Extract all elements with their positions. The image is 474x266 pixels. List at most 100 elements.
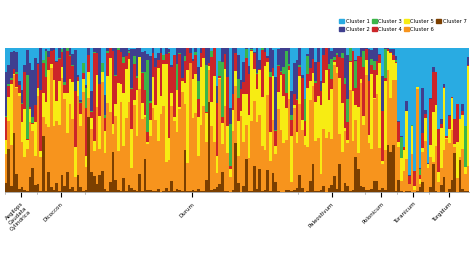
- Bar: [229, 169, 232, 177]
- Bar: [160, 48, 162, 53]
- Bar: [229, 48, 232, 108]
- Bar: [357, 107, 360, 153]
- Bar: [464, 48, 466, 126]
- Bar: [269, 48, 272, 72]
- Bar: [328, 100, 330, 131]
- Bar: [333, 48, 336, 57]
- Bar: [122, 57, 125, 63]
- Bar: [226, 126, 229, 153]
- Bar: [26, 75, 29, 139]
- Bar: [293, 105, 296, 107]
- Bar: [296, 99, 299, 100]
- Bar: [191, 48, 194, 59]
- Bar: [175, 48, 178, 64]
- Bar: [16, 48, 18, 52]
- Bar: [133, 48, 136, 49]
- Bar: [443, 88, 445, 150]
- Bar: [109, 58, 111, 112]
- Bar: [264, 66, 266, 150]
- Bar: [122, 48, 125, 57]
- Bar: [466, 166, 469, 191]
- Bar: [170, 93, 173, 106]
- Bar: [443, 150, 445, 177]
- Bar: [5, 72, 8, 117]
- Bar: [125, 48, 128, 56]
- Bar: [466, 66, 469, 166]
- Bar: [451, 48, 453, 97]
- Bar: [312, 59, 314, 73]
- Bar: [45, 48, 47, 49]
- Bar: [18, 48, 21, 81]
- Bar: [440, 124, 443, 128]
- Bar: [29, 63, 31, 107]
- Bar: [299, 48, 301, 65]
- Bar: [93, 52, 95, 53]
- Bar: [355, 48, 357, 60]
- Legend: Cluster 1, Cluster 2, Cluster 3, Cluster 4, Cluster 5, Cluster 6, Cluster 7: Cluster 1, Cluster 2, Cluster 3, Cluster…: [339, 19, 466, 32]
- Bar: [381, 188, 384, 192]
- Bar: [61, 52, 64, 67]
- Bar: [338, 57, 341, 78]
- Bar: [85, 48, 88, 85]
- Bar: [21, 142, 23, 187]
- Bar: [221, 144, 224, 172]
- Bar: [456, 48, 458, 104]
- Bar: [98, 84, 101, 116]
- Bar: [39, 191, 42, 192]
- Bar: [66, 51, 69, 93]
- Bar: [456, 104, 458, 142]
- Bar: [261, 97, 264, 146]
- Bar: [234, 53, 237, 70]
- Bar: [226, 77, 229, 126]
- Bar: [136, 90, 138, 136]
- Bar: [16, 52, 18, 72]
- Bar: [266, 95, 269, 170]
- Bar: [346, 55, 349, 99]
- Bar: [168, 138, 170, 160]
- Bar: [88, 72, 90, 98]
- Bar: [325, 48, 328, 70]
- Bar: [29, 109, 31, 122]
- Bar: [392, 48, 394, 49]
- Bar: [114, 116, 117, 180]
- Bar: [293, 107, 296, 190]
- Bar: [162, 106, 165, 190]
- Bar: [419, 179, 421, 184]
- Bar: [21, 104, 23, 122]
- Bar: [400, 48, 402, 136]
- Bar: [219, 184, 221, 192]
- Bar: [119, 52, 122, 84]
- Bar: [119, 191, 122, 192]
- Bar: [58, 59, 61, 81]
- Bar: [34, 185, 37, 192]
- Bar: [216, 187, 219, 192]
- Bar: [360, 79, 363, 83]
- Bar: [10, 80, 13, 84]
- Bar: [461, 115, 464, 149]
- Bar: [170, 65, 173, 67]
- Bar: [5, 183, 8, 192]
- Bar: [296, 143, 299, 188]
- Bar: [162, 60, 165, 64]
- Bar: [210, 48, 213, 51]
- Bar: [293, 48, 296, 63]
- Bar: [88, 117, 90, 192]
- Bar: [322, 48, 325, 55]
- Bar: [16, 72, 18, 74]
- Bar: [210, 102, 213, 126]
- Bar: [301, 130, 304, 188]
- Bar: [333, 60, 336, 61]
- Bar: [389, 98, 392, 152]
- Bar: [210, 126, 213, 190]
- Bar: [165, 162, 168, 188]
- Bar: [296, 60, 299, 99]
- Bar: [21, 122, 23, 142]
- Bar: [437, 48, 440, 129]
- Bar: [50, 48, 53, 51]
- Bar: [213, 189, 216, 192]
- Bar: [400, 158, 402, 181]
- Bar: [162, 64, 165, 106]
- Bar: [344, 183, 346, 192]
- Bar: [306, 74, 309, 88]
- Bar: [373, 70, 376, 98]
